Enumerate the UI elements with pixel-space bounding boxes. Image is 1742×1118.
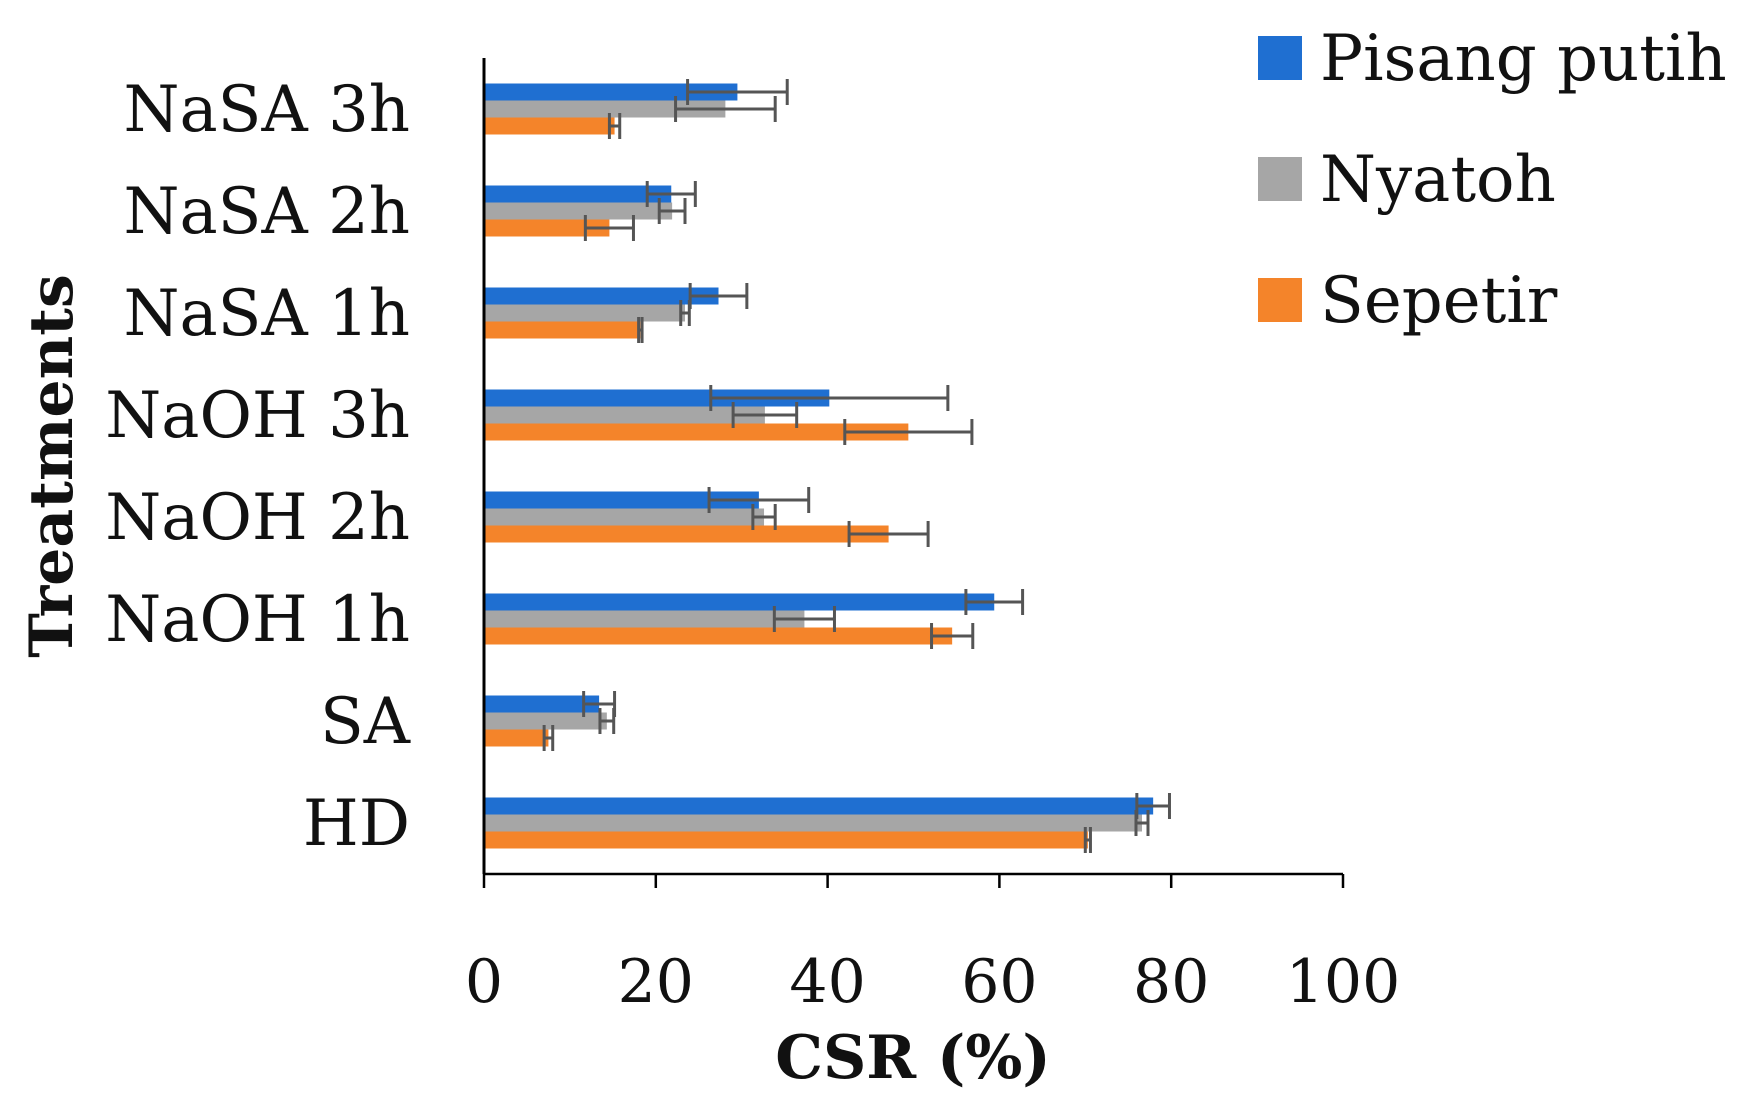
bar-sepetir-naoh-2h: [484, 525, 889, 543]
bar-nyatoh-nasa-1h: [484, 304, 686, 322]
bar-nyatoh-nasa-3h: [484, 100, 726, 118]
bar-pisang-putih-naoh-1h: [484, 593, 995, 611]
error-bar-pisang-putih-naoh-3h: [709, 385, 950, 411]
error-bar-nyatoh-naoh-1h: [772, 606, 836, 632]
legend-swatch: [1258, 36, 1302, 80]
bar-pisang-putih-naoh-3h: [484, 389, 830, 407]
bar-sepetir-nasa-1h: [484, 321, 641, 339]
error-bar-pisang-putih-nasa-1h: [688, 283, 749, 309]
error-bar-nyatoh-nasa-3h: [674, 96, 777, 122]
bar-sepetir-hd: [484, 831, 1088, 849]
error-bar-sepetir-naoh-1h: [930, 623, 975, 649]
error-bar-nyatoh-naoh-3h: [731, 402, 799, 428]
error-bar-nyatoh-sa: [598, 708, 616, 734]
error-bar-pisang-putih-naoh-1h: [964, 589, 1025, 615]
category-label: NaSA 2h: [124, 175, 411, 249]
category-label: NaOH 1h: [105, 583, 410, 657]
bar-nyatoh-naoh-2h: [484, 508, 765, 526]
x-tick-label: 100: [1286, 947, 1401, 1017]
category-label: SA: [320, 685, 411, 759]
error-bar-nyatoh-hd: [1134, 810, 1150, 836]
error-bar-sepetir-naoh-2h: [847, 521, 930, 547]
legend-label: Nyatoh: [1320, 143, 1556, 217]
bar-pisang-putih-hd: [484, 797, 1154, 815]
error-bar-sepetir-nasa-2h: [583, 215, 635, 241]
error-bar-sepetir-hd: [1083, 827, 1092, 853]
error-bar-nyatoh-nasa-2h: [657, 198, 687, 224]
error-bar-sepetir-nasa-3h: [607, 113, 622, 139]
bar-sepetir-naoh-3h: [484, 423, 909, 441]
legend-swatch: [1258, 278, 1302, 322]
error-bar-pisang-putih-nasa-2h: [645, 181, 697, 207]
error-bar-nyatoh-naoh-2h: [751, 504, 777, 530]
error-bar-nyatoh-nasa-1h: [679, 300, 691, 326]
error-bar-sepetir-naoh-3h: [843, 419, 974, 445]
x-tick-label: 20: [618, 947, 694, 1017]
bar-nyatoh-hd: [484, 814, 1142, 832]
x-tick-label: 0: [465, 947, 503, 1017]
bar-sepetir-sa: [484, 729, 549, 747]
category-label: HD: [303, 787, 410, 861]
bar-sepetir-nasa-3h: [484, 117, 615, 135]
legend-swatch: [1258, 157, 1302, 201]
y-axis-title: Treatments: [17, 274, 87, 657]
category-label: NaSA 1h: [124, 277, 411, 351]
bar-pisang-putih-naoh-2h: [484, 491, 759, 509]
bar-nyatoh-naoh-1h: [484, 610, 805, 628]
bar-nyatoh-naoh-3h: [484, 406, 765, 424]
bar-pisang-putih-sa: [484, 695, 600, 713]
error-bar-pisang-putih-nasa-3h: [686, 79, 789, 105]
legend-label: Sepetir: [1320, 264, 1558, 338]
error-bar-sepetir-sa: [542, 725, 555, 751]
x-tick-label: 60: [961, 947, 1037, 1017]
legend-label: Pisang putih: [1320, 22, 1727, 96]
bar-sepetir-naoh-1h: [484, 627, 953, 645]
category-label: NaOH 2h: [105, 481, 410, 555]
error-bar-pisang-putih-naoh-2h: [707, 487, 811, 513]
category-label: NaOH 3h: [105, 379, 410, 453]
x-axis-title: CSR (%): [775, 1023, 1051, 1093]
category-label: NaSA 3h: [124, 73, 411, 147]
bar-sepetir-nasa-2h: [484, 219, 610, 237]
bar-nyatoh-nasa-2h: [484, 202, 673, 220]
bar-pisang-putih-nasa-1h: [484, 287, 719, 305]
bar-nyatoh-sa: [484, 712, 607, 730]
x-tick-label: 40: [789, 947, 865, 1017]
x-tick-label: 80: [1133, 947, 1209, 1017]
bar-pisang-putih-nasa-3h: [484, 83, 738, 101]
bar-pisang-putih-nasa-2h: [484, 185, 672, 203]
error-bar-sepetir-nasa-1h: [637, 317, 644, 343]
